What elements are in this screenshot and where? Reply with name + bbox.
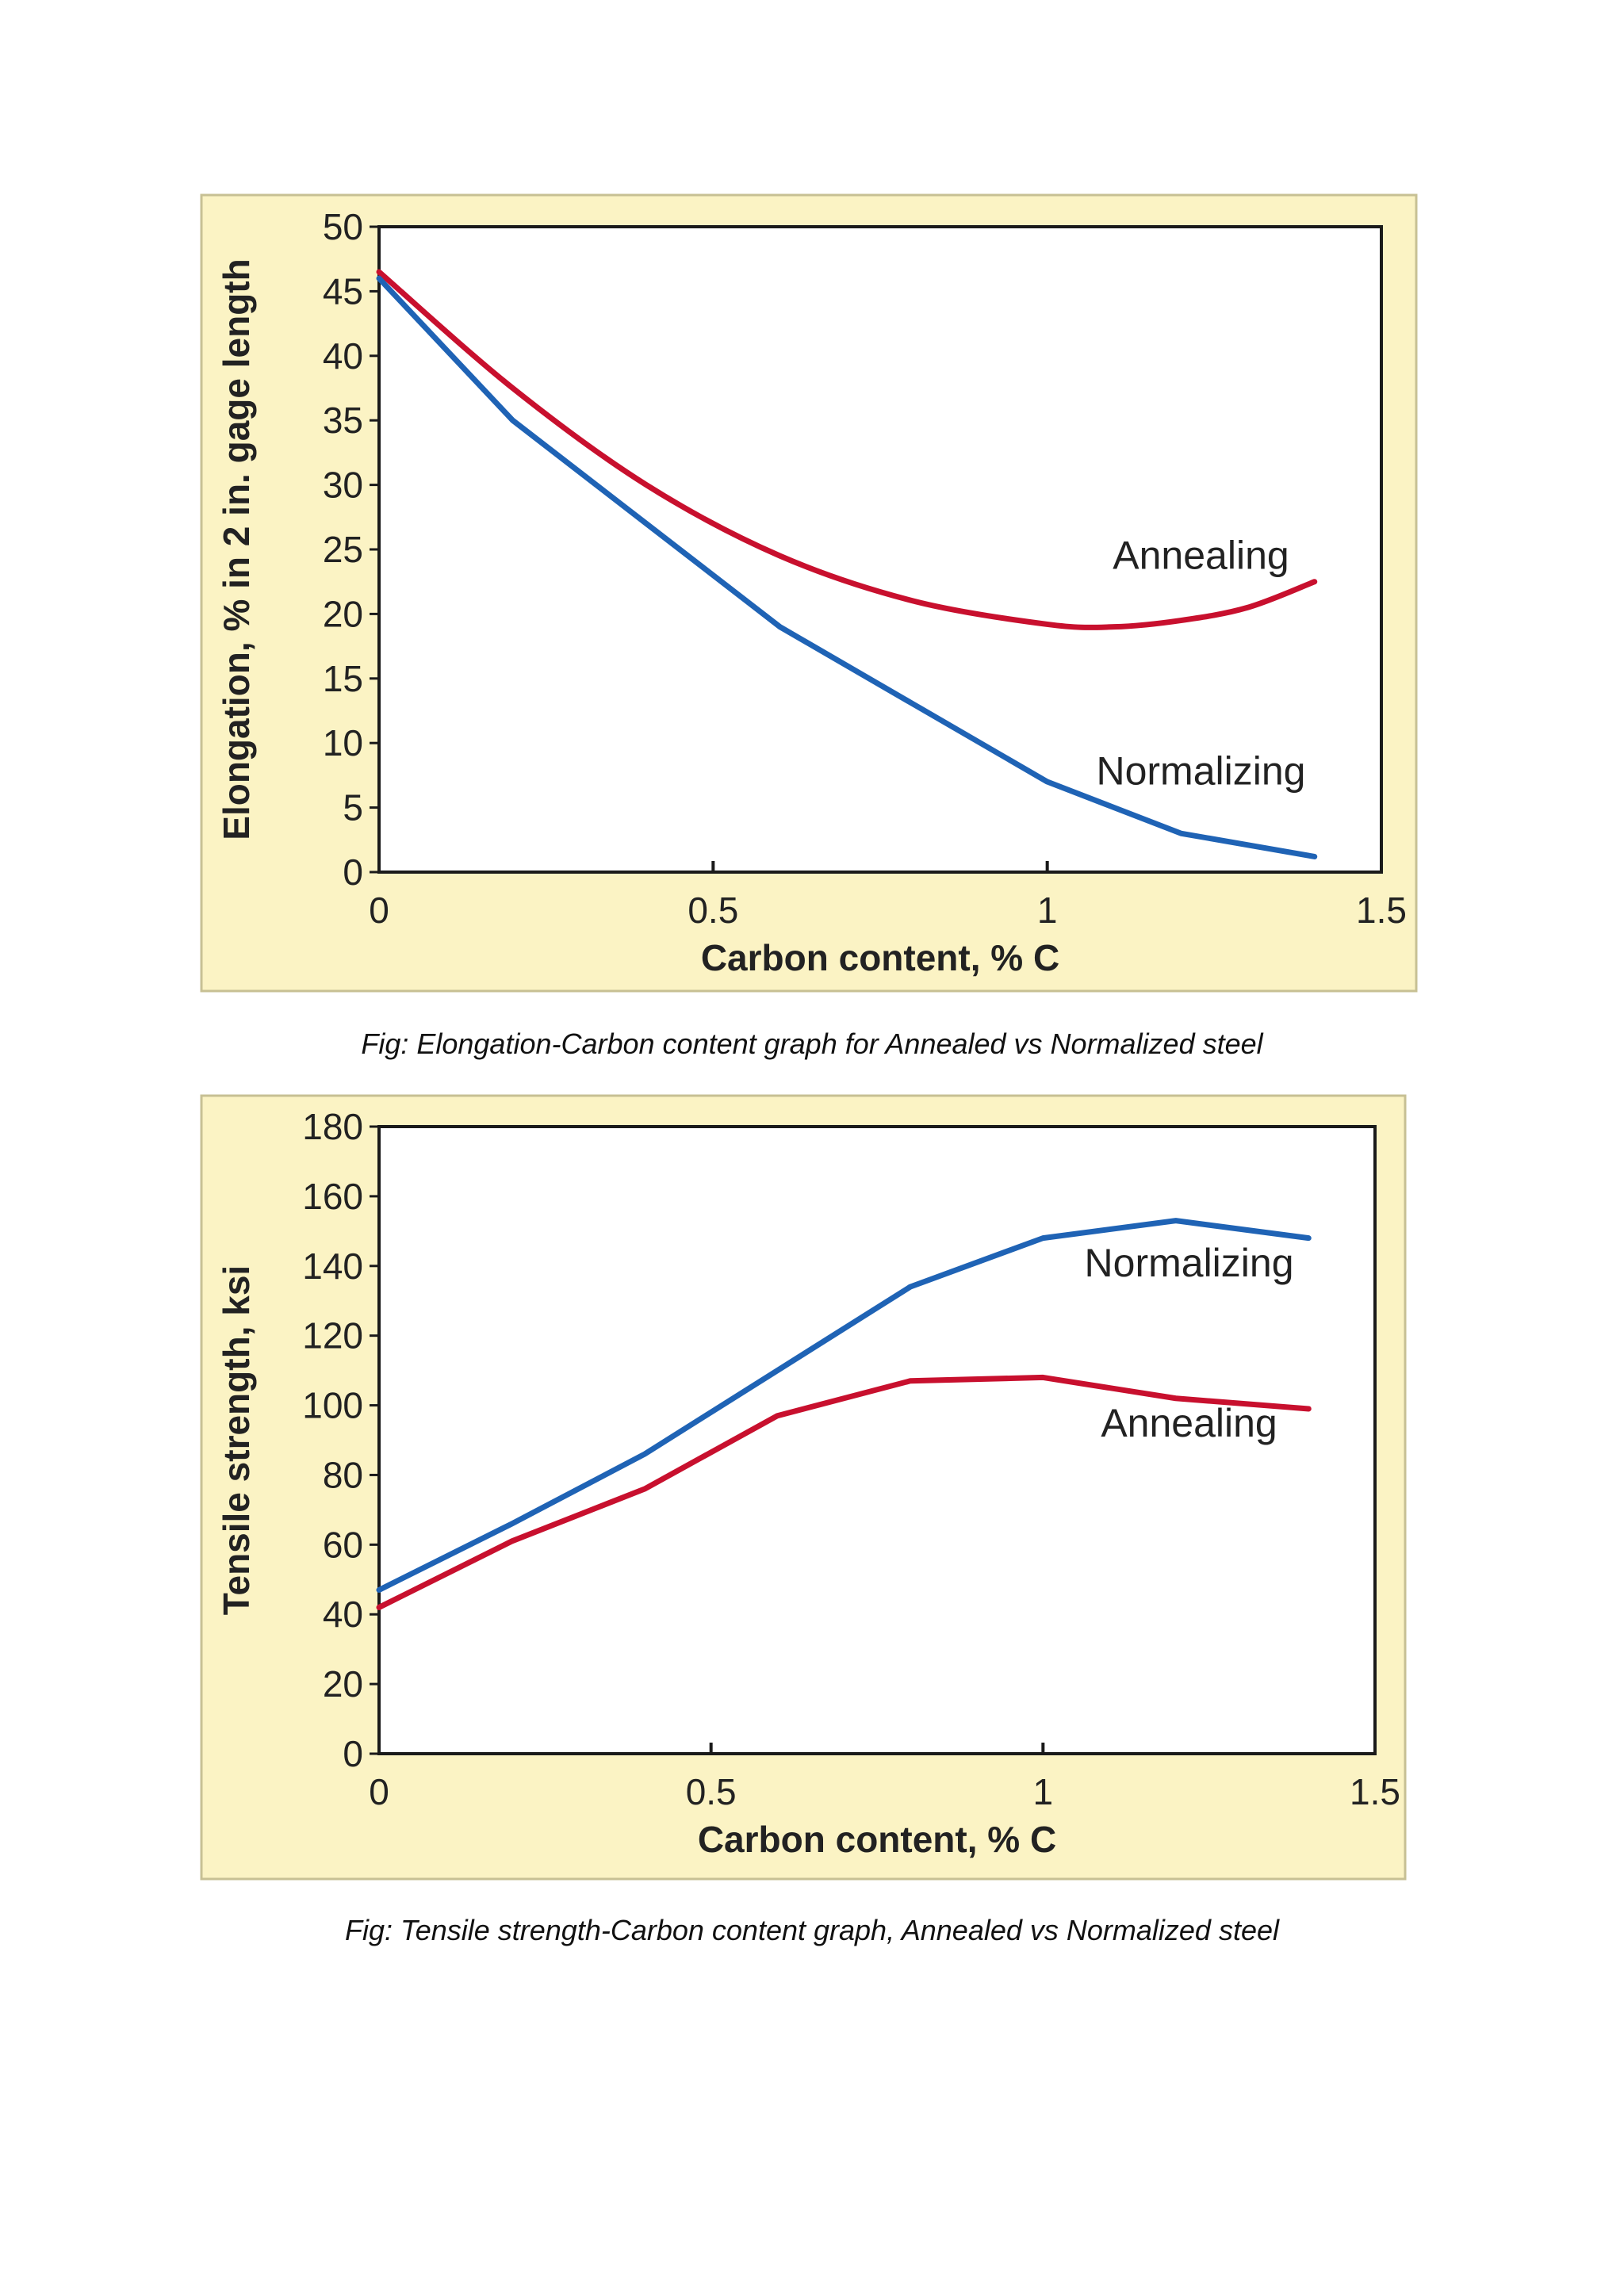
y-tick-label: 50	[323, 206, 363, 247]
x-tick-label: 0.5	[688, 890, 738, 931]
elongation-figure: 0 5 10 15 20 25 30 35 40 45 50 0 0.5 1 1.5 Carbon conte…	[0, 0, 1624, 1110]
y-tick-label: 140	[302, 1246, 363, 1287]
series-line-annealing	[376, 1374, 1312, 1610]
elongation-chart: 0 5 10 15 20 25 30 35 40 45 50 0 0.5 1 1.5 Carbon conte…	[200, 193, 1418, 993]
series-line-normalizing	[376, 1218, 1312, 1593]
x-tick-label: 1	[1033, 1771, 1054, 1812]
y-tick-label: 40	[323, 335, 363, 377]
y-tick-label: 45	[323, 270, 363, 312]
y-tick-label: 10	[323, 722, 363, 763]
y-tick-label: 20	[323, 1663, 363, 1705]
x-axis-label: Carbon content, % C	[701, 937, 1059, 978]
x-tick-label: 0	[369, 1771, 389, 1812]
tensile-caption: Fig: Tensile strength-Carbon content gra…	[345, 1914, 1279, 1946]
tensile-chart: 0 20 40 60 80 100 120 140 160 180 0 0.5 1 1.5 Carbon c…	[200, 1094, 1407, 1881]
y-tick-label: 5	[343, 787, 363, 828]
x-tick-label: 0.5	[686, 1771, 737, 1812]
y-tick-label: 60	[323, 1524, 363, 1565]
y-tick-label: 100	[302, 1385, 363, 1426]
series-label-annealing: Annealing	[1113, 533, 1289, 577]
y-tick-label: 40	[323, 1594, 363, 1635]
y-tick-label: 20	[323, 593, 363, 634]
x-axis-label: Carbon content, % C	[698, 1819, 1056, 1860]
y-tick-label: 35	[323, 400, 363, 441]
x-tick-label: 1.5	[1356, 890, 1407, 931]
series-line-normalizing	[376, 275, 1318, 859]
plot-area	[377, 225, 1383, 874]
y-tick-label: 0	[343, 1733, 363, 1774]
y-axis-label: Elongation, % in 2 in. gage length	[216, 258, 257, 840]
elongation-caption: Fig: Elongation-Carbon content graph for…	[361, 1027, 1263, 1060]
x-tick-label: 0	[369, 890, 389, 931]
series-label-annealing: Annealing	[1101, 1401, 1277, 1445]
y-tick-label: 160	[302, 1176, 363, 1217]
x-tick-label: 1.5	[1350, 1771, 1400, 1812]
y-tick-label: 25	[323, 529, 363, 570]
y-axis-label: Tensile strength, ksi	[216, 1265, 257, 1615]
series-label-normalizing: Normalizing	[1096, 748, 1305, 793]
series-label-normalizing: Normalizing	[1085, 1241, 1294, 1285]
y-tick-label: 180	[302, 1106, 363, 1147]
y-tick-label: 30	[323, 465, 363, 506]
x-tick-label: 1	[1037, 890, 1058, 931]
plot-area	[377, 1125, 1377, 1755]
series-line-annealing	[376, 269, 1318, 630]
tensile-figure: 0 20 40 60 80 100 120 140 160 180 0 0.5 1 1.5 Carbon c…	[200, 1094, 1407, 1946]
y-tick-label: 80	[323, 1454, 363, 1495]
y-tick-label: 120	[302, 1315, 363, 1357]
y-tick-label: 15	[323, 658, 363, 699]
y-tick-label: 0	[343, 851, 363, 893]
